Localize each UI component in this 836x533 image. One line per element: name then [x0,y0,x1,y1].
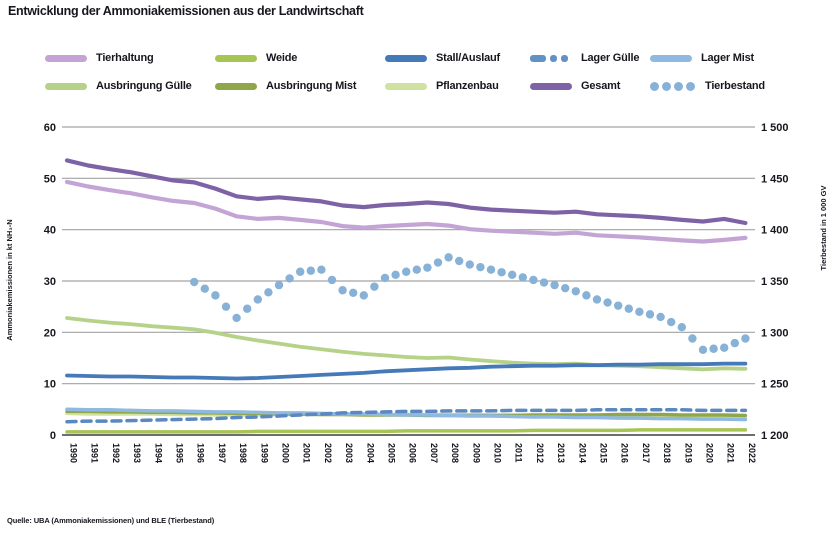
legend-item-pflanzenbau: Pflanzenbau [385,78,499,94]
legend-label: Weide [266,52,298,64]
y-left-tick: 50 [44,173,56,185]
x-tick-2000: 2000 [281,443,291,463]
legend-label: Tierbestand [705,80,765,92]
x-tick-2011: 2011 [514,443,524,463]
legend-swatch-stall-auslauf [385,54,427,62]
legend-label: Gesamt [581,80,621,92]
legend-item-tierbestand: Tierbestand [650,78,765,94]
x-tick-2010: 2010 [493,443,503,463]
series-stall-auslauf [65,361,748,381]
legend-swatch-ausbringung-g-lle [45,82,87,90]
legend-swatch-ausbringung-mist [215,82,257,90]
series-ausbringung-g-lle [65,316,748,372]
y-left-tick: 40 [44,225,56,237]
y-left-tick: 20 [44,327,56,339]
series-tierhaltung [64,179,748,244]
x-tick-2014: 2014 [577,443,587,463]
x-tick-2017: 2017 [641,443,651,463]
legend-item-lager-mist: Lager Mist [650,50,754,66]
x-tick-1996: 1996 [196,443,206,463]
x-tick-2021: 2021 [726,443,736,463]
page-title: Entwicklung der Ammoniakemissionen aus d… [8,4,364,18]
legend-item-gesamt: Gesamt [530,78,620,94]
legend-swatch-lager-g-lle [530,54,572,62]
legend-item-tierhaltung: Tierhaltung [45,50,154,66]
series-lager-g-lle [65,408,748,424]
legend-swatch-gesamt [530,82,572,90]
x-tick-1997: 1997 [217,443,227,463]
x-tick-2016: 2016 [620,443,630,463]
x-tick-1990: 1990 [69,443,79,463]
y-right-axis-title: Tierbestand in 1 000 GV [819,186,828,271]
y-right-tick: 1 250 [761,379,789,391]
y-left-axis-title: Ammoniakemissionen in kt NH₃-N [5,219,14,340]
legend-label: Tierhaltung [96,52,154,64]
y-left-tick: 30 [44,276,56,288]
x-tick-1994: 1994 [153,443,163,463]
legend-label: Lager Mist [701,52,755,64]
x-tick-2015: 2015 [599,443,609,463]
series-tierbestand [190,253,750,354]
y-left-tick: 10 [44,379,56,391]
legend-label: Pflanzenbau [436,80,499,92]
x-tick-2005: 2005 [387,443,397,463]
x-tick-2001: 2001 [302,443,312,463]
y-left-tick: 60 [44,122,56,134]
y-right-tick: 1 350 [761,276,789,288]
x-tick-1999: 1999 [259,443,269,463]
legend-item-lager-g-lle: Lager Gülle [530,50,640,66]
x-tick-2002: 2002 [323,443,333,463]
y-right-tick: 1 200 [761,430,789,442]
x-tick-2008: 2008 [450,443,460,463]
legend-label: Lager Gülle [581,52,640,64]
legend-swatch-tierhaltung [45,54,87,62]
y-right-tick: 1 300 [761,327,789,339]
x-tick-1991: 1991 [90,443,100,463]
series-lager-mist [65,407,748,422]
y-right-tick: 1 450 [761,173,789,185]
x-tick-2013: 2013 [556,443,566,463]
legend-item-stall-auslauf: Stall/Auslauf [385,50,500,66]
y-left-tick: 0 [50,430,56,442]
legend-swatch-tierbestand [650,81,696,91]
legend-item-weide: Weide [215,50,297,66]
x-tick-2020: 2020 [705,443,715,463]
x-tick-2003: 2003 [344,443,354,463]
x-tick-2006: 2006 [408,443,418,463]
legend-swatch-pflanzenbau [385,82,427,90]
legend-label: Stall/Auslauf [436,52,501,64]
source-note: Quelle: UBA (Ammoniakemissionen) und BLE… [7,516,215,525]
y-right-tick: 1 500 [761,122,789,134]
series-gesamt [64,158,748,226]
x-tick-2022: 2022 [747,443,757,463]
x-tick-2009: 2009 [471,443,481,463]
legend-swatch-lager-mist [650,54,692,62]
x-tick-2007: 2007 [429,443,439,463]
legend-label: Ausbringung Mist [266,80,357,92]
x-tick-2018: 2018 [662,443,672,463]
legend-item-ausbringung-mist: Ausbringung Mist [215,78,356,94]
legend-label: Ausbringung Gülle [96,80,192,92]
x-tick-2012: 2012 [535,443,545,463]
x-tick-1995: 1995 [175,443,185,463]
legend-item-ausbringung-g-lle: Ausbringung Gülle [45,78,192,94]
y-right-tick: 1 400 [761,225,789,237]
series-weide [65,428,748,434]
legend-swatch-weide [215,54,257,62]
x-tick-2019: 2019 [683,443,693,463]
x-tick-1992: 1992 [111,443,121,463]
x-tick-1993: 1993 [132,443,142,463]
x-tick-2004: 2004 [365,443,375,463]
x-tick-1998: 1998 [238,443,248,463]
